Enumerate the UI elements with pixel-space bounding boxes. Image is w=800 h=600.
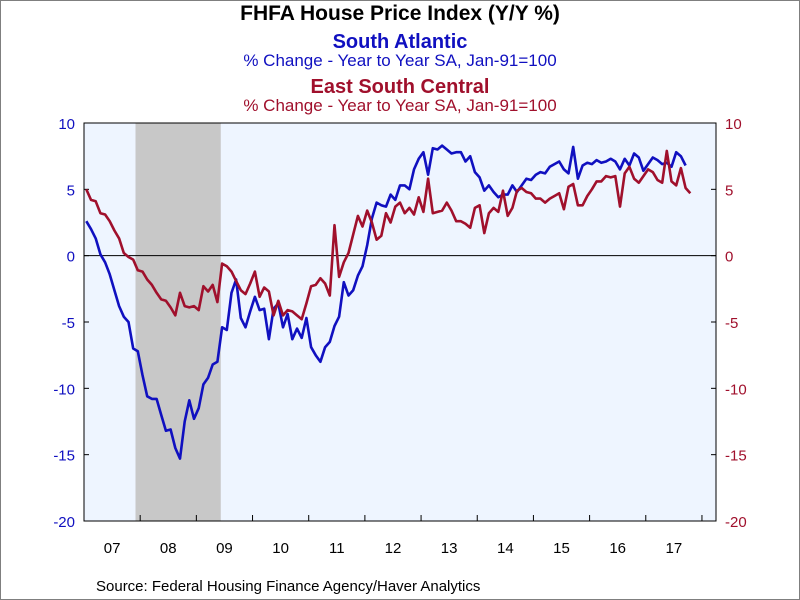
y-left-tick-label: -5 [62, 315, 75, 332]
source-note: Source: Federal Housing Finance Agency/H… [96, 578, 481, 595]
x-tick-label: 07 [104, 540, 121, 557]
y-right-tick-label: 10 [725, 116, 742, 133]
y-right-tick-label: 0 [725, 249, 733, 266]
x-tick-label: 16 [609, 540, 626, 557]
y-left-tick-label: 5 [67, 182, 75, 199]
x-tick-label: 13 [441, 540, 458, 557]
east-south-central-line [85, 149, 692, 321]
recession-shade [135, 123, 221, 521]
y-right-tick-label: -5 [725, 315, 738, 332]
y-left-tick-label: 10 [58, 116, 75, 133]
east-south-central-title: East South Central [310, 76, 490, 98]
x-tick-label: 15 [553, 540, 570, 557]
y-right-tick-label: 5 [725, 182, 733, 199]
y-right-tick-label: -10 [725, 381, 747, 398]
y-right-tick-label: -15 [725, 448, 747, 465]
x-tick-label: 09 [216, 540, 233, 557]
x-tick-label: 12 [385, 540, 402, 557]
y-left-tick-label: 0 [67, 249, 75, 266]
y-left-tick-label: -10 [53, 381, 75, 398]
south-atlantic-title: South Atlantic [332, 31, 468, 53]
y-right-tick-label: -20 [725, 514, 747, 531]
x-tick-label: 08 [160, 540, 177, 557]
x-tick-label: 17 [666, 540, 683, 557]
x-tick-label: 14 [497, 540, 514, 557]
chart-title: FHFA House Price Index (Y/Y %) [240, 2, 560, 25]
south-atlantic-line [85, 144, 687, 460]
east-south-central-subtitle: % Change - Year to Year SA, Jan-91=100 [243, 96, 557, 115]
x-tick-label: 10 [272, 540, 289, 557]
y-left-tick-label: -20 [53, 514, 75, 531]
x-tick-label: 11 [329, 540, 345, 557]
south-atlantic-subtitle: % Change - Year to Year SA, Jan-91=100 [243, 51, 557, 70]
y-left-tick-label: -15 [53, 448, 75, 465]
